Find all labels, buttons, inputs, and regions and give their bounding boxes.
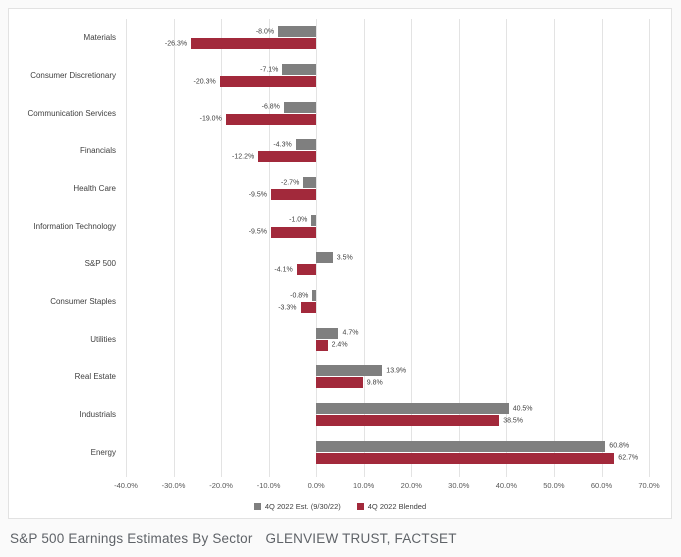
bar-est [303, 177, 317, 188]
gridline [363, 19, 365, 477]
bar-value-label: 13.9% [386, 367, 407, 375]
bar-value-label: 9.8% [366, 379, 383, 387]
chart-panel: -40.0% -30.0% -20.0% -10.0% 0.0% 10.0% 20.0% 30… [8, 8, 672, 519]
bar-est [316, 252, 333, 264]
bar-value-label: 4.7% [342, 329, 359, 337]
bar-blended [219, 76, 317, 87]
bar-est [283, 101, 317, 113]
caption-title: S&P 500 Earnings Estimates By Sector [10, 531, 253, 546]
gridline [506, 19, 508, 477]
x-tick-label: 20.0% [400, 481, 422, 490]
category-label: Consumer Staples [50, 297, 116, 307]
bar-value-label: -12.2% [232, 153, 255, 161]
bar-value-label: -3.3% [278, 304, 297, 311]
gridline [601, 19, 603, 477]
category-label: Information Technology [33, 221, 116, 231]
x-tick-label: -40.0% [114, 481, 138, 490]
x-tick-label: 10.0% [353, 481, 375, 490]
category-label: Health Care [73, 184, 116, 194]
legend-label: 4Q 2022 Blended [367, 502, 427, 511]
bar-blended [300, 302, 317, 313]
legend-swatch [356, 503, 364, 510]
x-tick-label: 50.0% [543, 481, 565, 490]
bar-value-label: -8.0% [255, 28, 275, 36]
x-tick-label: 70.0% [638, 481, 660, 490]
category-label: Real Estate [74, 372, 116, 382]
bar-value-label: -1.0% [289, 216, 308, 224]
x-tick-label: 30.0% [448, 481, 470, 490]
gridline [268, 19, 270, 477]
bar-blended [316, 452, 615, 464]
bar-value-label: -19.0% [199, 115, 222, 123]
bar-est [311, 214, 317, 226]
bar-blended [296, 264, 317, 276]
category-label: Energy [90, 447, 116, 457]
bar-value-label: -9.5% [248, 191, 267, 198]
bar-blended [271, 226, 317, 238]
bar-value-label: 40.5% [512, 405, 533, 412]
bar-blended [316, 339, 328, 351]
chart-caption: S&P 500 Earnings Estimates By Sector GLE… [10, 531, 457, 546]
bar-value-label: -4.1% [274, 266, 293, 274]
bar-est [282, 64, 317, 75]
gridline [553, 19, 555, 477]
bar-blended [225, 113, 317, 125]
x-tick-label: 60.0% [590, 481, 613, 490]
bar-blended [271, 189, 317, 200]
category-label: Utilities [90, 334, 116, 344]
bar-value-label: -9.5% [248, 228, 267, 236]
bar-value-label: 2.4% [331, 341, 348, 349]
bar-blended [191, 38, 317, 50]
bar-est [316, 365, 383, 377]
bar-value-label: -20.3% [193, 78, 216, 85]
bar-value-label: -2.7% [281, 179, 300, 186]
category-label: Financials [79, 146, 116, 156]
gridline [173, 19, 175, 477]
bar-value-label: -6.8% [261, 103, 280, 111]
x-tick-label: 40.0% [495, 481, 518, 490]
x-tick-label: -20.0% [209, 481, 233, 490]
category-label: Consumer Discretionary [30, 71, 116, 81]
x-tick-label: 0.0% [307, 481, 325, 490]
category-label: Materials [83, 33, 116, 43]
category-label: Industrials [79, 410, 116, 420]
gridline [126, 19, 127, 477]
category-label: S&P 500 [84, 259, 116, 269]
legend-item: 4Q 2022 Est. (9/30/22) [253, 502, 341, 511]
legend-swatch [253, 503, 261, 510]
bar-value-label: 3.5% [336, 254, 353, 262]
gridline [316, 19, 318, 477]
bar-value-label: 38.5% [503, 417, 524, 424]
x-tick-label: -10.0% [256, 481, 281, 490]
gridline [649, 19, 650, 477]
bar-value-label: 62.7% [618, 454, 639, 462]
bar-est [278, 26, 317, 38]
caption-source: GLENVIEW TRUST, FACTSET [265, 531, 457, 546]
gridline [411, 19, 413, 477]
gridline [458, 19, 460, 477]
bar-value-label: 60.8% [609, 442, 630, 450]
bar-value-label: -7.1% [260, 66, 279, 73]
plot-area: -40.0% -30.0% -20.0% -10.0% 0.0% 10.0% 20.0% 30… [28, 19, 660, 490]
bar-value-label: -0.8% [290, 292, 309, 299]
bar-est [316, 327, 339, 339]
bar-est [316, 440, 606, 452]
chart-legend: 4Q 2022 Est. (9/30/22) 4Q 2022 Blended [9, 502, 671, 511]
gridline [221, 19, 223, 477]
bar-est [316, 403, 509, 414]
bar-est [295, 139, 317, 151]
legend-item: 4Q 2022 Blended [356, 502, 427, 511]
bar-value-label: -4.3% [273, 141, 292, 149]
bar-est [312, 290, 317, 301]
bar-value-label: -26.3% [164, 40, 188, 48]
bar-blended [316, 377, 363, 389]
x-tick-label: -30.0% [161, 481, 186, 490]
bar-blended [258, 151, 317, 163]
bar-blended [316, 415, 500, 426]
category-label: Communication Services [27, 108, 116, 118]
legend-label: 4Q 2022 Est. (9/30/22) [264, 502, 341, 511]
